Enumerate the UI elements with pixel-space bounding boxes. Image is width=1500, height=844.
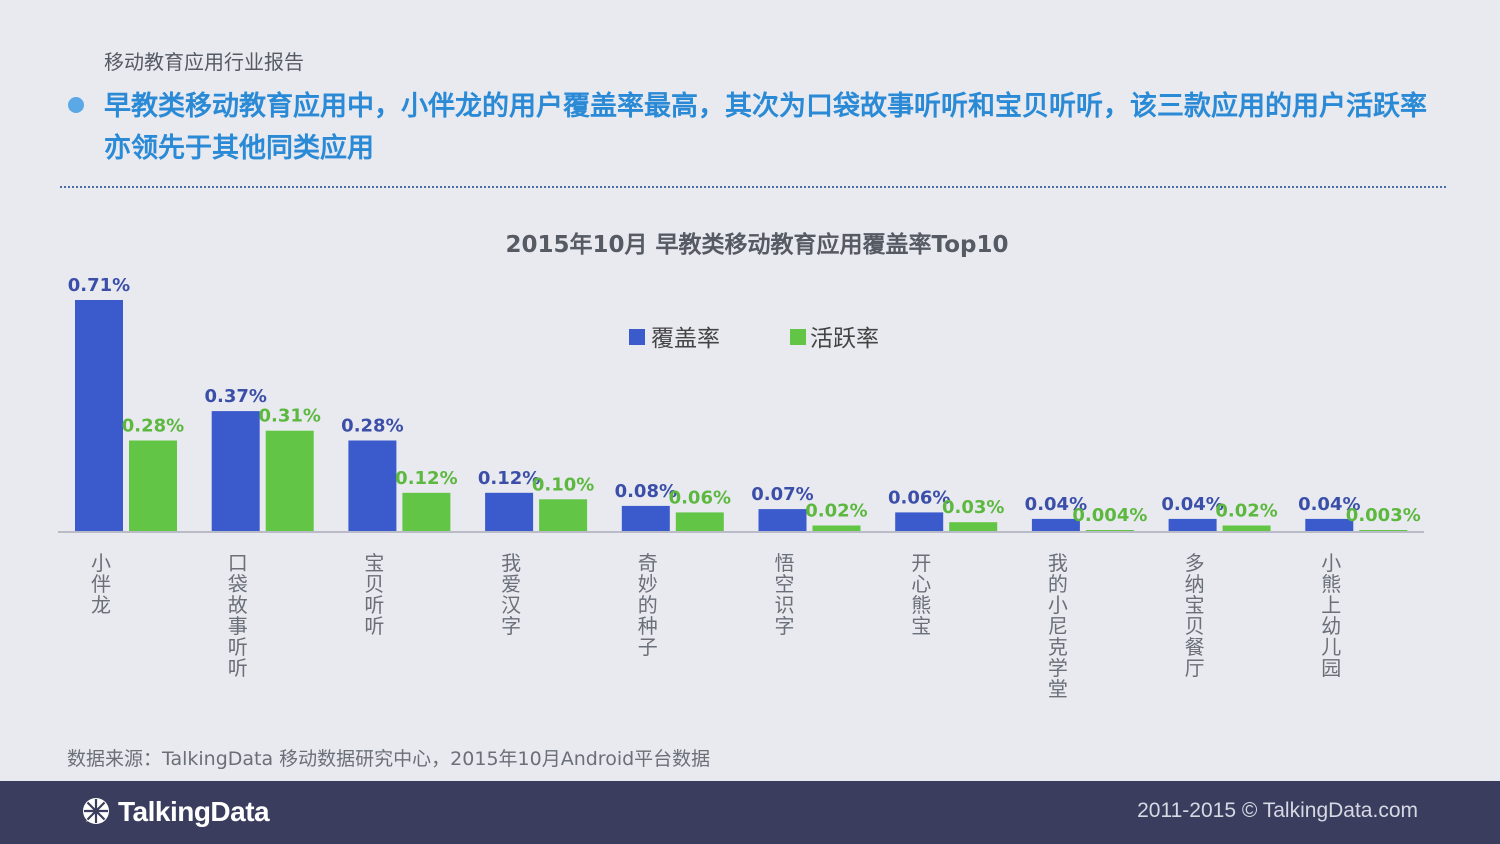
value-label-active-8: 0.004% (1072, 505, 1147, 526)
bullet-dot (68, 97, 84, 113)
legend-label-coverage: 覆盖率 (651, 326, 720, 352)
bars-group (75, 300, 1408, 532)
legend-label-active: 活跃率 (810, 326, 879, 352)
bar-active-9 (1222, 525, 1271, 532)
category-label-5: 奇妙的种子 (638, 551, 658, 659)
bar-coverage-5 (621, 505, 670, 532)
category-label-3: 宝贝听听 (364, 551, 384, 638)
value-label-coverage-6: 0.07% (751, 484, 813, 505)
logo-text: TalkingData (118, 796, 270, 827)
value-label-coverage-7: 0.06% (888, 487, 950, 508)
category-labels-group: 小伴龙 口袋故事听听 宝贝听听 我爱汉字 奇妙的种子 悟空识字 开心熊宝 我的小尼克学堂 多纳宝… (91, 551, 1341, 701)
bar-coverage-2 (211, 411, 260, 532)
category-label-8: 我的小尼克学堂 (1048, 551, 1068, 701)
value-label-active-5: 0.06% (669, 487, 731, 508)
value-label-active-2: 0.31% (258, 406, 320, 427)
dotted-divider (60, 186, 1446, 188)
bar-active-3 (402, 492, 451, 532)
value-label-active-7: 0.03% (942, 497, 1004, 518)
value-label-active-3: 0.12% (395, 468, 457, 489)
legend: 覆盖率 活跃率 (629, 326, 879, 352)
bar-coverage-7 (895, 512, 944, 532)
bar-active-1 (129, 440, 177, 532)
bar-coverage-3 (348, 440, 397, 532)
value-label-active-10: 0.003% (1346, 505, 1421, 526)
value-label-coverage-4: 0.12% (478, 468, 540, 489)
bar-coverage-1 (75, 300, 123, 532)
value-label-coverage-1: 0.71% (68, 275, 130, 296)
bar-active-7 (949, 522, 998, 532)
category-label-1: 小伴龙 (91, 551, 111, 617)
report-label: 移动教育应用行业报告 (104, 50, 304, 74)
bar-active-2 (265, 430, 314, 532)
talkingdata-logo-icon (83, 798, 109, 824)
category-label-7: 开心熊宝 (911, 551, 931, 638)
bar-coverage-6 (758, 509, 807, 532)
value-label-active-6: 0.02% (805, 501, 867, 522)
bar-active-4 (539, 499, 588, 532)
source-note: 数据来源：TalkingData 移动数据研究中心，2015年10月Androi… (67, 748, 711, 770)
value-label-coverage-10: 0.04% (1298, 494, 1360, 515)
category-label-9: 多纳宝贝餐厅 (1185, 551, 1205, 680)
bar-coverage-9 (1168, 518, 1217, 532)
value-label-active-1: 0.28% (122, 416, 184, 437)
footer-bar: TalkingData 2011-2015 © TalkingData.com (0, 781, 1500, 844)
headline: 早教类移动教育应用中，小伴龙的用户覆盖率最高，其次为口袋故事听听和宝贝听听，该三… (104, 91, 1427, 164)
value-labels-group: 0.71%0.28%0.37%0.31% 0.28%0.12% 0.12%0.10%… (68, 275, 1421, 526)
category-label-10: 小熊上幼儿园 (1321, 551, 1341, 680)
value-label-coverage-3: 0.28% (341, 416, 403, 437)
value-label-coverage-9: 0.04% (1161, 494, 1223, 515)
bar-coverage-4 (485, 492, 534, 532)
legend-swatch-active (790, 329, 806, 345)
legend-swatch-coverage (629, 329, 645, 345)
bar-coverage-10 (1305, 518, 1354, 532)
bar-active-6 (812, 525, 861, 532)
value-label-active-4: 0.10% (532, 474, 594, 495)
bar-active-5 (675, 512, 724, 532)
value-label-coverage-5: 0.08% (615, 481, 677, 502)
value-label-coverage-2: 0.37% (204, 386, 266, 407)
bar-coverage-8 (1031, 518, 1080, 532)
category-label-6: 悟空识字 (775, 551, 795, 638)
bar-chart: 2015年10月 早教类移动教育应用覆盖率Top10 覆盖率 活跃率 0.71%… (58, 231, 1424, 701)
copyright: 2011-2015 © TalkingData.com (1137, 799, 1418, 822)
chart-title: 2015年10月 早教类移动教育应用覆盖率Top10 (506, 231, 1009, 258)
footer-logo: TalkingData (80, 796, 270, 828)
value-label-coverage-8: 0.04% (1025, 494, 1087, 515)
value-label-active-9: 0.02% (1215, 501, 1277, 522)
category-label-2: 口袋故事听听 (228, 551, 248, 680)
category-label-4: 我爱汉字 (501, 551, 521, 638)
